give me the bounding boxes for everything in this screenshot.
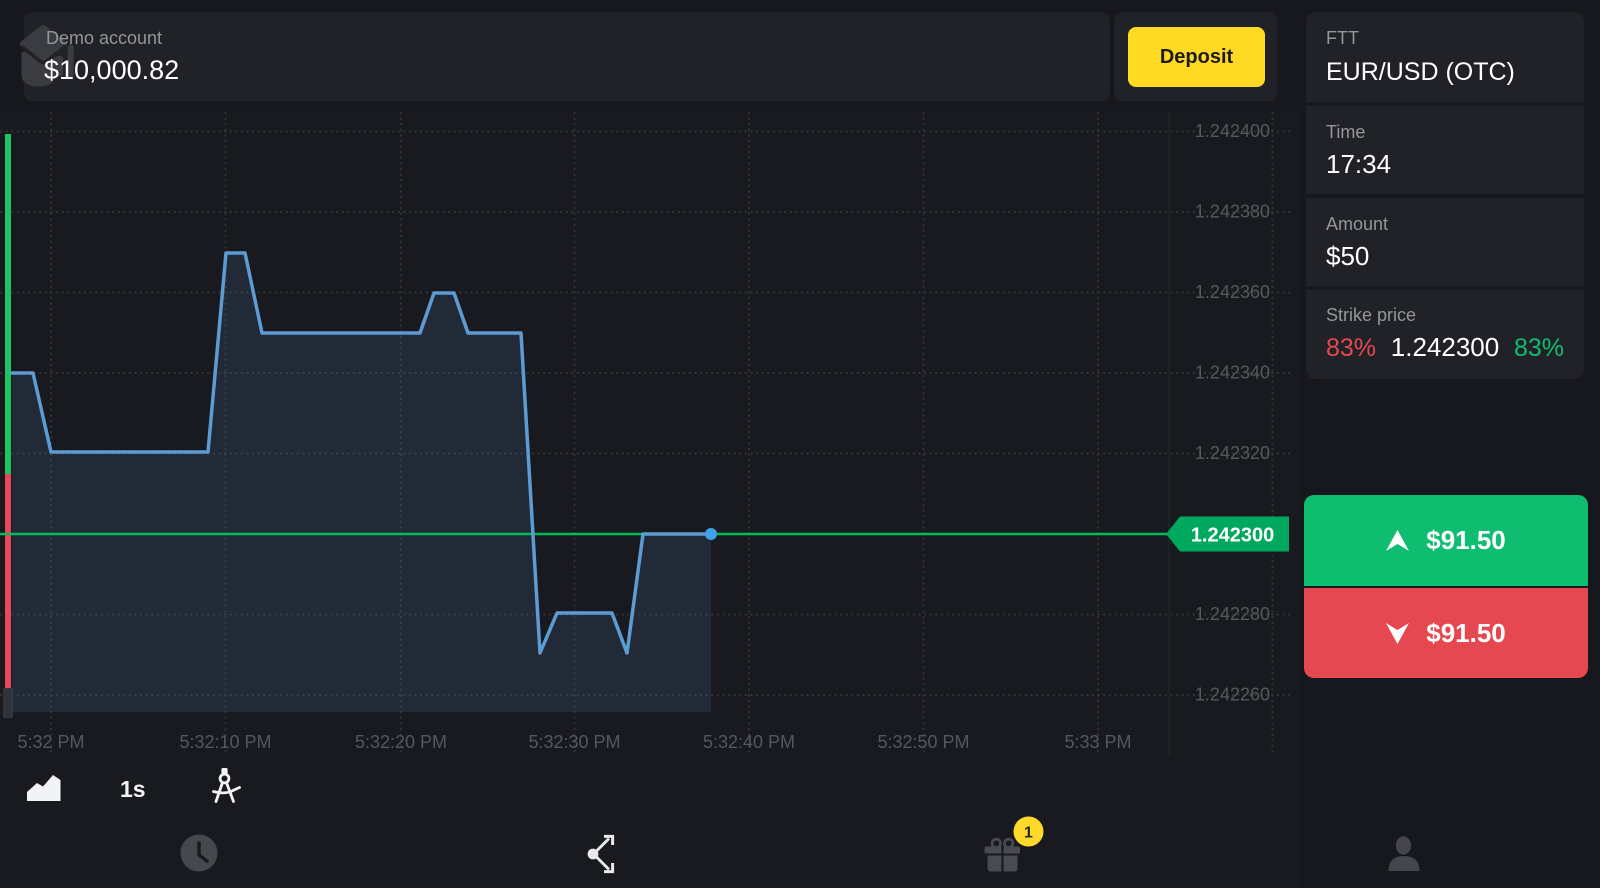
- svg-text:5:32:20 PM: 5:32:20 PM: [355, 732, 447, 752]
- svg-text:5:32 PM: 5:32 PM: [17, 732, 84, 752]
- svg-text:1.242280: 1.242280: [1195, 604, 1270, 624]
- svg-text:5:32:10 PM: 5:32:10 PM: [179, 732, 271, 752]
- svg-text:1.242320: 1.242320: [1195, 443, 1270, 463]
- svg-text:1.242300: 1.242300: [1191, 525, 1274, 547]
- svg-text:1: 1: [1024, 825, 1033, 842]
- svg-text:1.242340: 1.242340: [1195, 363, 1270, 383]
- svg-text:5:32:50 PM: 5:32:50 PM: [877, 732, 969, 752]
- svg-text:1.242380: 1.242380: [1195, 202, 1270, 222]
- svg-text:5:32:30 PM: 5:32:30 PM: [528, 732, 620, 752]
- svg-text:5:33 PM: 5:33 PM: [1064, 732, 1131, 752]
- svg-text:5:32:40 PM: 5:32:40 PM: [703, 732, 795, 752]
- svg-text:1.242260: 1.242260: [1195, 685, 1270, 705]
- svg-text:1s: 1s: [120, 776, 146, 802]
- svg-text:1.242360: 1.242360: [1195, 282, 1270, 302]
- svg-text:1.242400: 1.242400: [1195, 121, 1270, 141]
